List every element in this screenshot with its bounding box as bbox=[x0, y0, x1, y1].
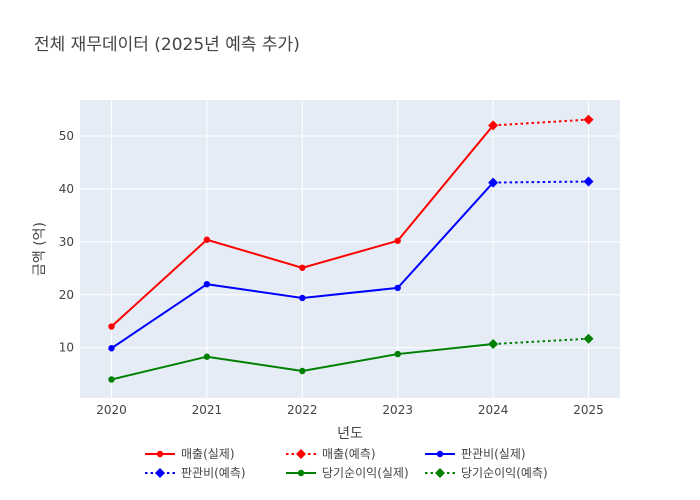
series bbox=[488, 333, 594, 350]
data-point bbox=[488, 177, 499, 188]
legend-marker bbox=[436, 450, 444, 458]
data-point bbox=[583, 114, 594, 125]
x-tick-label: 2022 bbox=[287, 403, 318, 417]
data-point bbox=[299, 294, 306, 302]
y-tick-label: 20 bbox=[59, 288, 74, 302]
y-tick-label: 30 bbox=[59, 235, 74, 249]
legend-item[interactable]: 판관비(실제) bbox=[425, 447, 526, 461]
data-point bbox=[108, 323, 115, 330]
data-point bbox=[108, 376, 115, 383]
x-tick-label: 2023 bbox=[382, 403, 413, 417]
x-tick-labels: 2020 2021 2022 2023 2024 2025 bbox=[96, 403, 604, 417]
data-point bbox=[108, 345, 115, 352]
data-point bbox=[488, 339, 499, 350]
data-point bbox=[203, 280, 211, 288]
legend-label: 판관비(예측) bbox=[181, 466, 246, 480]
legend-item[interactable]: 매출(실제) bbox=[145, 447, 235, 461]
data-point bbox=[394, 284, 401, 292]
data-point bbox=[203, 236, 211, 243]
legend-item[interactable]: 당기순이익(예측) bbox=[425, 466, 548, 480]
data-point bbox=[299, 367, 306, 375]
data-point bbox=[394, 350, 401, 358]
x-tick-label: 2025 bbox=[573, 403, 604, 417]
y-tick-label: 40 bbox=[59, 182, 74, 196]
data-point bbox=[488, 120, 499, 131]
legend-label: 당기순이익(실제) bbox=[322, 466, 409, 480]
series bbox=[108, 122, 497, 330]
data-point bbox=[394, 237, 401, 244]
x-tick-label: 2024 bbox=[478, 403, 509, 417]
legend-item[interactable]: 판관비(예측) bbox=[145, 466, 246, 480]
series-layer bbox=[108, 114, 594, 383]
data-point bbox=[299, 264, 306, 271]
legend-marker bbox=[296, 449, 306, 459]
legend-item[interactable]: 당기순이익(실제) bbox=[286, 466, 409, 480]
data-point bbox=[583, 176, 594, 187]
series bbox=[488, 176, 594, 188]
legend-label: 매출(예측) bbox=[322, 447, 376, 461]
legend-marker bbox=[297, 469, 305, 477]
y-tick-label: 10 bbox=[59, 341, 74, 355]
legend-label: 당기순이익(예측) bbox=[461, 466, 548, 480]
legend-item[interactable]: 매출(예측) bbox=[286, 447, 376, 461]
legend-marker bbox=[435, 468, 445, 478]
data-point bbox=[203, 353, 211, 360]
chart-title: 전체 재무데이터 (2025년 예측 추가) bbox=[34, 35, 300, 55]
legend-marker bbox=[156, 450, 164, 458]
legend[interactable]: 매출(실제) 매출(예측) 판관비(실제) 판관비(예측) 당기순이익(실제) 당기순이익… bbox=[145, 447, 548, 480]
series bbox=[488, 114, 594, 131]
plot-area bbox=[80, 100, 620, 398]
x-axis-title: 년도 bbox=[337, 426, 363, 442]
y-tick-labels: 10 20 30 40 50 bbox=[59, 129, 74, 355]
series bbox=[108, 179, 497, 352]
y-tick-label: 50 bbox=[59, 129, 74, 143]
legend-label: 판관비(실제) bbox=[461, 447, 526, 461]
y-axis-title: 금액 (억) bbox=[32, 222, 48, 276]
data-point bbox=[583, 333, 594, 344]
legend-marker bbox=[155, 468, 165, 478]
legend-label: 매출(실제) bbox=[181, 447, 235, 461]
gridlines bbox=[80, 100, 620, 398]
x-tick-label: 2021 bbox=[192, 403, 223, 417]
x-tick-label: 2020 bbox=[96, 403, 127, 417]
